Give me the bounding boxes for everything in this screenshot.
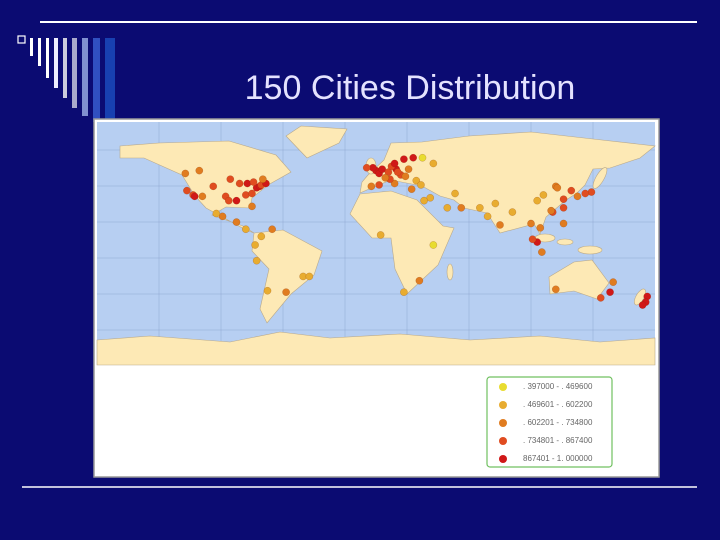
city-point: [362, 163, 371, 172]
city-point: [551, 285, 560, 294]
city-point: [417, 181, 425, 189]
legend-swatch: [499, 383, 507, 391]
city-point: [547, 206, 556, 215]
city-point: [241, 225, 250, 234]
city-point: [573, 192, 582, 201]
city-point: [418, 153, 427, 162]
legend-label: . 602201 - . 734800: [523, 418, 593, 427]
land: [96, 125, 656, 366]
city-point: [609, 278, 618, 287]
legend-label: 867401 - 1. 000000: [523, 454, 593, 463]
city-point: [212, 209, 221, 218]
city-point: [443, 203, 452, 212]
slide-title: 150 Cities Distribution: [245, 69, 576, 107]
city-point: [457, 203, 466, 212]
city-point: [218, 212, 227, 221]
city-point: [536, 223, 545, 232]
city-point: [539, 191, 548, 199]
city-point: [249, 178, 258, 186]
city-point: [420, 196, 428, 205]
city-point: [491, 199, 500, 208]
city-point: [375, 181, 383, 189]
map: [96, 122, 656, 366]
legend-swatch: [499, 455, 507, 463]
legend-swatch: [499, 437, 507, 445]
city-point: [251, 241, 259, 249]
city-point: [195, 166, 204, 175]
city-point: [559, 219, 568, 228]
city-point: [528, 235, 537, 244]
city-point: [559, 195, 568, 204]
city-point: [183, 186, 191, 195]
city-point: [508, 208, 517, 216]
city-point: [400, 288, 408, 297]
city-point: [581, 189, 590, 198]
city-point: [282, 288, 290, 297]
legend-label: . 397000 - . 469600: [523, 382, 593, 391]
legend-box: [486, 376, 613, 468]
city-point: [259, 175, 267, 184]
city-point: [496, 221, 504, 229]
city-point: [527, 219, 535, 228]
legend-swatch: [499, 401, 507, 409]
city-point: [401, 172, 410, 181]
city-point: [426, 193, 435, 202]
legend-label: . 469601 - . 602200: [523, 400, 593, 409]
legend-swatch: [499, 419, 507, 427]
city-point: [638, 301, 647, 309]
city-point: [429, 159, 438, 168]
city-point: [559, 203, 568, 212]
legend-label: . 734801 - . 867400: [523, 436, 593, 445]
city-point: [606, 288, 614, 297]
city-point: [252, 256, 261, 265]
legend: . 397000 - . 469600 . 469601 - . 602200 . …: [499, 382, 593, 463]
city-point: [390, 179, 399, 188]
city-point: [232, 196, 241, 205]
city-point: [198, 192, 207, 201]
city-point: [232, 218, 241, 226]
city-point: [538, 248, 546, 256]
city-point: [209, 182, 218, 191]
city-point: [268, 225, 276, 234]
city-point: [451, 189, 459, 198]
city-point: [409, 153, 418, 162]
city-point: [367, 182, 376, 191]
city-point: [407, 185, 416, 194]
city-point: [248, 189, 256, 198]
city-point: [533, 196, 542, 205]
city-point: [248, 202, 256, 211]
city-point: [476, 203, 484, 212]
city-point: [393, 168, 402, 176]
city-point: [567, 186, 576, 195]
city-point: [412, 176, 421, 185]
city-point: [483, 212, 492, 221]
city-point: [305, 272, 314, 281]
city-point: [376, 231, 385, 239]
city-point: [235, 179, 244, 188]
city-point: [404, 165, 413, 174]
decoration: [17, 21, 697, 488]
city-point: [596, 294, 605, 302]
city-point: [378, 165, 387, 174]
city-point: [400, 155, 408, 164]
city-point: [429, 241, 438, 249]
city-point: [224, 196, 233, 205]
city-point: [390, 159, 399, 168]
city-point: [384, 168, 393, 176]
city-points: [181, 153, 652, 309]
city-point: [226, 175, 235, 184]
city-point: [190, 192, 199, 201]
city-point: [415, 276, 424, 285]
city-point: [381, 173, 390, 182]
city-point: [257, 232, 266, 241]
city-point: [181, 169, 190, 178]
city-point: [263, 286, 272, 295]
city-point: [553, 183, 562, 192]
